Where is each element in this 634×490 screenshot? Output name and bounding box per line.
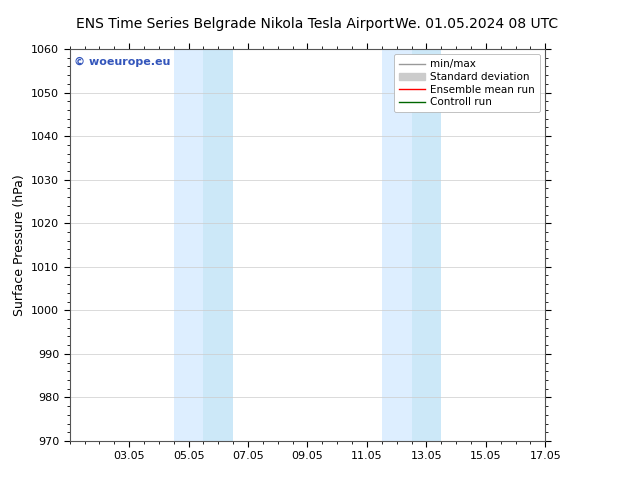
- Text: © woeurope.eu: © woeurope.eu: [74, 57, 171, 67]
- Text: ENS Time Series Belgrade Nikola Tesla Airport: ENS Time Series Belgrade Nikola Tesla Ai…: [76, 17, 394, 31]
- Bar: [382, 49, 411, 441]
- Bar: [204, 49, 233, 441]
- Bar: [174, 49, 204, 441]
- Legend: min/max, Standard deviation, Ensemble mean run, Controll run: min/max, Standard deviation, Ensemble me…: [394, 54, 540, 112]
- Text: We. 01.05.2024 08 UTC: We. 01.05.2024 08 UTC: [395, 17, 558, 31]
- Bar: [411, 49, 441, 441]
- Y-axis label: Surface Pressure (hPa): Surface Pressure (hPa): [13, 174, 25, 316]
